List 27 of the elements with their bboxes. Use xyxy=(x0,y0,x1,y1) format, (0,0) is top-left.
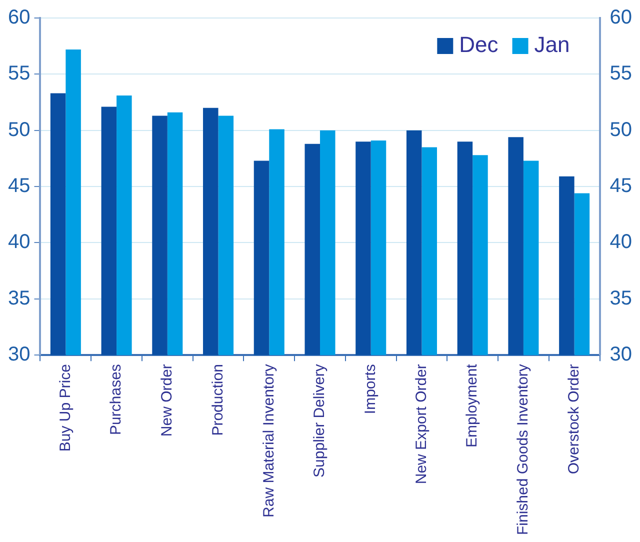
y-tick-label: 45 xyxy=(8,175,30,198)
y2-tick-label: 50 xyxy=(610,118,632,141)
y2-tick-label: 40 xyxy=(610,231,632,254)
y-tick-label: 55 xyxy=(8,62,30,85)
x-tick-label: Buy Up Price xyxy=(56,364,74,452)
x-tick-label: Production xyxy=(209,364,226,436)
x-tick-label: Overstock Order xyxy=(565,364,582,474)
y-tick-label: 60 xyxy=(8,6,30,29)
x-tick-label: Imports xyxy=(362,364,380,414)
y2-tick-label: 45 xyxy=(610,175,632,198)
x-tick-label: Supplier Delivery xyxy=(311,364,328,478)
y-tick-label: 40 xyxy=(8,231,30,254)
x-tick-label: New Export Order xyxy=(412,364,430,484)
x-tick-label: New Order xyxy=(158,364,176,437)
y-tick-label: 35 xyxy=(8,287,30,310)
x-tick-label: Purchases xyxy=(108,364,125,435)
x-tick-label: Employment xyxy=(464,363,481,448)
y2-tick-label: 35 xyxy=(610,287,632,310)
legend-label: Jan xyxy=(534,32,570,58)
y-tick-label: 50 xyxy=(8,118,30,141)
x-tick-label: Raw Material Inventory xyxy=(260,364,278,518)
legend-label: Dec xyxy=(459,32,498,58)
y2-tick-label: 30 xyxy=(610,344,632,366)
y2-tick-label: 60 xyxy=(610,6,632,29)
y2-tick-label: 55 xyxy=(610,62,632,85)
y-tick-label: 30 xyxy=(8,344,30,366)
x-tick-label: Finished Goods Inventory xyxy=(514,364,532,536)
